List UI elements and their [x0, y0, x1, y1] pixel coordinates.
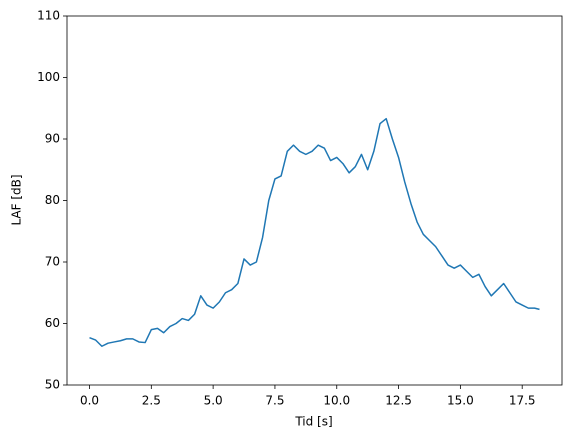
x-tick-label: 7.5 — [265, 394, 284, 408]
x-tick-label: 12.5 — [385, 394, 412, 408]
data-line — [89, 117, 540, 347]
y-axis-label: LAF [dB] — [10, 174, 24, 225]
y-tick-label: 60 — [45, 316, 60, 330]
x-tick-label: 15.0 — [447, 394, 474, 408]
plot-frame — [66, 15, 563, 386]
x-tick-label: 5.0 — [204, 394, 223, 408]
y-tick-label: 90 — [45, 132, 60, 146]
x-tick-label: 17.5 — [509, 394, 536, 408]
y-tick-label: 50 — [45, 378, 60, 392]
x-tick-label: 0.0 — [80, 394, 99, 408]
x-axis-label: Tid [s] — [294, 415, 332, 429]
y-tick-label: 110 — [37, 9, 60, 23]
x-tick-label: 10.0 — [323, 394, 350, 408]
y-tick-label: 100 — [37, 70, 60, 84]
y-tick-label: 80 — [45, 193, 60, 207]
x-tick-label: 2.5 — [142, 394, 161, 408]
y-tick-label: 70 — [45, 255, 60, 269]
